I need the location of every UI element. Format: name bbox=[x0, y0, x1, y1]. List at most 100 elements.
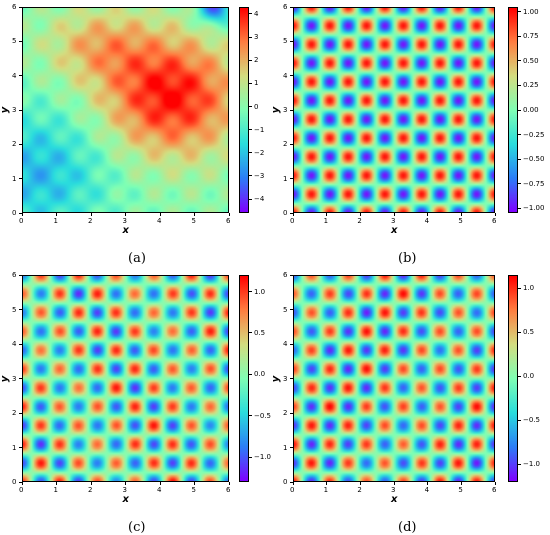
y-tick-b bbox=[290, 6, 293, 8]
heatmap-a bbox=[22, 7, 229, 213]
heatmap-b bbox=[293, 7, 495, 213]
x-tick-d bbox=[326, 482, 328, 485]
colorbar-tick-label-c: −0.5 bbox=[254, 411, 271, 420]
y-tick-d bbox=[290, 481, 293, 483]
x-tick-label-a: 1 bbox=[53, 217, 58, 225]
colorbar-tick-b bbox=[518, 11, 521, 13]
y-tick-label-d: 6 bbox=[283, 271, 288, 279]
colorbar-tick-label-b: 0.00 bbox=[523, 106, 539, 114]
y-tick-label-a: 5 bbox=[12, 37, 17, 46]
heatmap-d bbox=[293, 275, 495, 482]
x-tick-label-c: 4 bbox=[157, 486, 162, 494]
y-tick-a bbox=[19, 75, 22, 77]
x-tick-a bbox=[159, 213, 161, 216]
x-tick-a bbox=[21, 213, 23, 216]
y-tick-a bbox=[19, 178, 22, 180]
colorbar-tick-label-a: 1 bbox=[254, 79, 259, 88]
y-tick-label-d: 0 bbox=[283, 478, 288, 486]
y-tick-label-c: 4 bbox=[12, 340, 17, 348]
x-tick-b bbox=[292, 213, 294, 216]
x-tick-label-a: 2 bbox=[88, 217, 93, 225]
x-tick-label-a: 3 bbox=[122, 217, 127, 225]
x-tick-label-d: 4 bbox=[424, 486, 430, 494]
y-tick-label-a: 3 bbox=[12, 106, 17, 114]
x-tick-label-b: 3 bbox=[391, 217, 396, 225]
x-tick-d bbox=[393, 482, 395, 485]
y-tick-c bbox=[19, 378, 22, 379]
colorbar-a bbox=[239, 7, 249, 213]
y-tick-b bbox=[290, 178, 293, 180]
y-tick-d bbox=[290, 343, 293, 345]
colorbar-tick-c bbox=[249, 332, 252, 334]
plot-frame-d bbox=[293, 275, 495, 482]
x-tick-label-c: 1 bbox=[53, 486, 58, 494]
colorbar-tick-b bbox=[518, 84, 521, 86]
y-tick-b bbox=[290, 143, 293, 145]
x-tick-label-b: 5 bbox=[458, 217, 463, 225]
x-tick-c bbox=[125, 482, 126, 485]
x-axis-label-d: x bbox=[391, 494, 398, 505]
x-tick-b bbox=[393, 213, 395, 216]
x-tick-b bbox=[460, 213, 462, 216]
colorbar-tick-label-d: 0.0 bbox=[523, 372, 535, 381]
y-tick-b bbox=[290, 109, 293, 111]
x-tick-label-a: 5 bbox=[191, 217, 196, 225]
x-tick-a bbox=[228, 213, 230, 216]
colorbar-tick-label-a: 2 bbox=[254, 56, 259, 65]
colorbar-tick-a bbox=[249, 152, 252, 154]
x-axis-label-c: x bbox=[122, 494, 129, 505]
y-tick-label-b: 1 bbox=[283, 174, 288, 183]
x-tick-c bbox=[228, 482, 230, 485]
colorbar-tick-label-a: 3 bbox=[254, 33, 259, 42]
colorbar-tick-b bbox=[518, 134, 521, 136]
colorbar-tick-b bbox=[518, 158, 521, 160]
colorbar-tick-a bbox=[249, 13, 252, 15]
x-tick-d bbox=[494, 482, 496, 485]
colorbar-tick-c bbox=[249, 415, 252, 417]
colorbar-tick-b bbox=[518, 60, 521, 62]
colorbar-tick-a bbox=[249, 82, 252, 84]
colorbar-tick-label-a: 0 bbox=[254, 102, 259, 111]
colorbar-tick-label-b: −1.00 bbox=[523, 204, 545, 213]
y-tick-label-d: 1 bbox=[283, 443, 288, 452]
colorbar-tick-c bbox=[249, 456, 252, 458]
y-tick-c bbox=[19, 274, 22, 276]
colorbar-tick-d bbox=[518, 331, 521, 333]
colorbar-tick-a bbox=[249, 198, 252, 200]
colorbar-tick-label-b: 1.00 bbox=[523, 7, 539, 16]
y-tick-label-a: 6 bbox=[12, 3, 17, 11]
colorbar-tick-label-c: −1.0 bbox=[254, 453, 271, 462]
y-tick-d bbox=[290, 309, 293, 310]
y-axis-label-c: y bbox=[0, 375, 11, 382]
y-tick-b bbox=[290, 75, 293, 77]
y-tick-label-b: 0 bbox=[283, 209, 288, 217]
colorbar-tick-d bbox=[518, 463, 521, 465]
x-tick-c bbox=[159, 482, 161, 485]
colorbar-tick-label-b: 0.50 bbox=[523, 56, 539, 65]
y-tick-label-a: 2 bbox=[12, 140, 17, 149]
x-tick-b bbox=[326, 213, 328, 216]
x-tick-label-d: 0 bbox=[290, 486, 295, 494]
colorbar-tick-d bbox=[518, 287, 521, 289]
x-axis-label-b: x bbox=[391, 225, 398, 236]
x-tick-label-a: 0 bbox=[19, 217, 24, 225]
x-tick-label-c: 0 bbox=[19, 486, 24, 494]
panel-caption-a: (a) bbox=[128, 251, 146, 266]
colorbar-d bbox=[508, 275, 518, 482]
colorbar-tick-label-c: 0.0 bbox=[254, 370, 266, 379]
x-tick-label-c: 5 bbox=[191, 486, 196, 494]
x-tick-a bbox=[194, 213, 195, 216]
colorbar-tick-label-d: −1.0 bbox=[523, 460, 540, 469]
colorbar-tick-label-b: −0.75 bbox=[523, 179, 545, 188]
x-tick-label-a: 6 bbox=[226, 217, 231, 225]
y-tick-label-d: 4 bbox=[283, 340, 288, 348]
y-tick-label-c: 3 bbox=[12, 374, 17, 383]
colorbar-tick-b bbox=[518, 109, 521, 111]
x-tick-label-b: 6 bbox=[492, 217, 497, 225]
x-tick-label-b: 0 bbox=[290, 217, 295, 225]
y-tick-label-c: 5 bbox=[12, 305, 17, 314]
